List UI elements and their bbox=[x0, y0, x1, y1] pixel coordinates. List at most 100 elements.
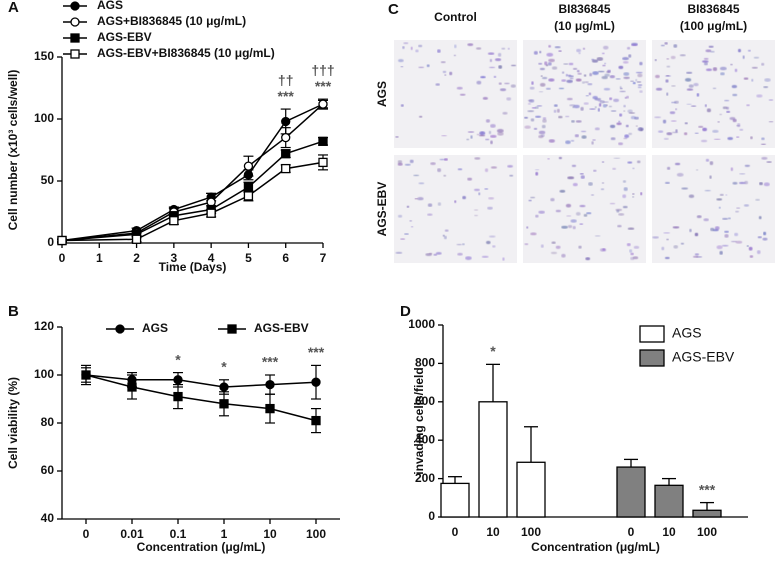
cell bbox=[636, 81, 642, 83]
cell bbox=[534, 106, 539, 109]
cell bbox=[551, 66, 558, 70]
cell bbox=[604, 73, 610, 77]
cell bbox=[485, 138, 490, 141]
cell bbox=[457, 168, 463, 171]
cell bbox=[540, 134, 545, 137]
x-tick-label: 2 bbox=[133, 251, 140, 265]
cell bbox=[576, 69, 580, 73]
cell bbox=[497, 131, 504, 136]
cell bbox=[509, 174, 514, 177]
y-tick-label: 1000 bbox=[408, 317, 435, 331]
cell bbox=[680, 242, 685, 245]
marker bbox=[227, 324, 237, 334]
cell bbox=[406, 205, 410, 208]
cell bbox=[766, 161, 772, 163]
cell bbox=[425, 253, 433, 257]
cell bbox=[706, 108, 712, 113]
cell bbox=[565, 140, 571, 145]
cell bbox=[535, 171, 539, 176]
cell bbox=[488, 130, 492, 135]
cell bbox=[701, 60, 709, 63]
cell bbox=[635, 71, 643, 74]
cell bbox=[558, 87, 565, 90]
cell bbox=[456, 86, 463, 90]
significance: †† bbox=[278, 72, 294, 88]
cell bbox=[692, 255, 699, 258]
cell bbox=[627, 161, 633, 164]
cell bbox=[626, 95, 629, 99]
cell bbox=[675, 129, 678, 133]
cell bbox=[717, 121, 720, 123]
cell bbox=[670, 55, 676, 60]
cell bbox=[494, 58, 502, 62]
cell bbox=[693, 82, 699, 87]
cell bbox=[442, 234, 445, 237]
cell bbox=[593, 169, 597, 172]
cell bbox=[731, 84, 738, 89]
cell bbox=[703, 62, 708, 66]
cell bbox=[768, 121, 774, 123]
cell bbox=[724, 230, 729, 233]
cell bbox=[490, 140, 493, 145]
cell bbox=[586, 212, 592, 215]
legend-swatch bbox=[639, 349, 665, 367]
cell bbox=[410, 226, 414, 228]
cell bbox=[749, 255, 754, 258]
cell bbox=[588, 182, 593, 186]
cell bbox=[395, 251, 403, 254]
cell bbox=[535, 115, 542, 118]
marker bbox=[281, 132, 291, 143]
marker bbox=[281, 116, 291, 127]
cell bbox=[555, 209, 562, 213]
cell bbox=[744, 180, 749, 185]
cell bbox=[670, 120, 677, 122]
cell bbox=[592, 95, 598, 100]
cell bbox=[533, 127, 538, 130]
bar bbox=[616, 466, 646, 518]
cell bbox=[577, 72, 582, 75]
cell bbox=[712, 129, 719, 133]
cell bbox=[490, 134, 497, 138]
y-tick-label: 120 bbox=[34, 319, 54, 333]
cell bbox=[632, 167, 635, 170]
cell bbox=[684, 77, 692, 82]
cell bbox=[487, 206, 493, 210]
cell bbox=[663, 137, 669, 140]
cell bbox=[760, 143, 767, 145]
cell bbox=[485, 119, 491, 123]
cell bbox=[418, 66, 425, 69]
cell bbox=[729, 116, 736, 121]
cell bbox=[400, 66, 404, 68]
marker bbox=[219, 399, 229, 409]
cell bbox=[654, 116, 662, 119]
cell bbox=[591, 59, 599, 63]
cell bbox=[632, 196, 635, 198]
cell bbox=[669, 111, 676, 115]
marker bbox=[57, 235, 67, 246]
cell bbox=[616, 209, 620, 213]
marker bbox=[70, 17, 80, 27]
cell bbox=[635, 125, 638, 127]
cell bbox=[600, 188, 605, 191]
cell bbox=[592, 139, 596, 141]
cell bbox=[603, 87, 611, 91]
cell bbox=[444, 158, 448, 161]
cell bbox=[581, 81, 585, 84]
y-tick-label: 0 bbox=[47, 235, 54, 249]
cell bbox=[608, 105, 613, 108]
cell bbox=[587, 83, 593, 86]
cell bbox=[565, 115, 570, 118]
cell bbox=[609, 202, 616, 205]
cell bbox=[580, 106, 584, 111]
cell bbox=[619, 85, 622, 90]
cell bbox=[530, 118, 535, 122]
column-label: BI836845 bbox=[558, 2, 610, 16]
legend-swatch bbox=[639, 325, 665, 343]
x-tick-label: 100 bbox=[306, 527, 326, 541]
panel-label: C bbox=[388, 1, 399, 18]
cell bbox=[534, 169, 540, 171]
cell bbox=[613, 98, 620, 103]
cell bbox=[499, 88, 507, 92]
cell bbox=[696, 93, 700, 97]
cell bbox=[662, 119, 667, 124]
